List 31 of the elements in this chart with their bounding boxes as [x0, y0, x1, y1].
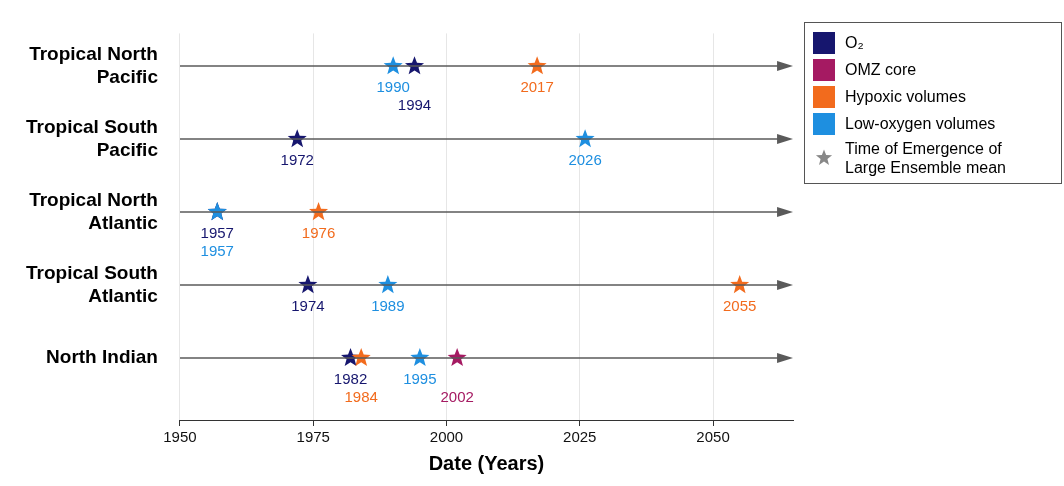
data-label: 1976: [301, 223, 336, 241]
legend-label: O₂: [845, 33, 864, 52]
data-label: 2055: [723, 296, 757, 314]
y-tick-label: Tropical North Atlantic: [29, 188, 159, 233]
x-tick-label: 2000: [429, 428, 464, 446]
text: Time of Emergence of Large Ensemble mean: [845, 139, 1007, 177]
x-tick-label: 1950: [163, 428, 197, 446]
y-tick-label: Tropical North Pacific: [29, 43, 159, 87]
x-tick-label: 2025: [563, 428, 597, 446]
y-tick-label: North Indian: [46, 346, 158, 368]
legend-label: Hypoxic volumes: [845, 87, 966, 106]
data-label: 1990: [376, 77, 410, 95]
legend-label: Low-oxygen volumes: [845, 114, 996, 133]
data-label: 2017: [520, 77, 554, 95]
legend-label: OMZ core: [845, 60, 917, 79]
x-axis-title: Date (Years): [428, 451, 545, 474]
y-tick-label: Tropical South Atlantic: [26, 261, 159, 306]
y-tick-label: Tropical South Pacific: [26, 116, 159, 160]
data-label: 1989: [371, 296, 405, 314]
data-label: 1984: [344, 387, 378, 405]
data-label: 1957: [200, 223, 234, 241]
data-label: 1994: [397, 95, 432, 113]
data-label: 1957: [200, 241, 234, 259]
x-tick-label: 1975: [296, 428, 330, 446]
data-label: 1995: [403, 369, 437, 387]
data-label: 1982: [333, 369, 368, 387]
data-label: 2002: [440, 387, 474, 405]
data-label: 2026: [568, 150, 602, 168]
x-tick-label: 2050: [696, 428, 730, 446]
data-label: 1972: [280, 150, 314, 168]
data-label: 1974: [291, 296, 325, 314]
